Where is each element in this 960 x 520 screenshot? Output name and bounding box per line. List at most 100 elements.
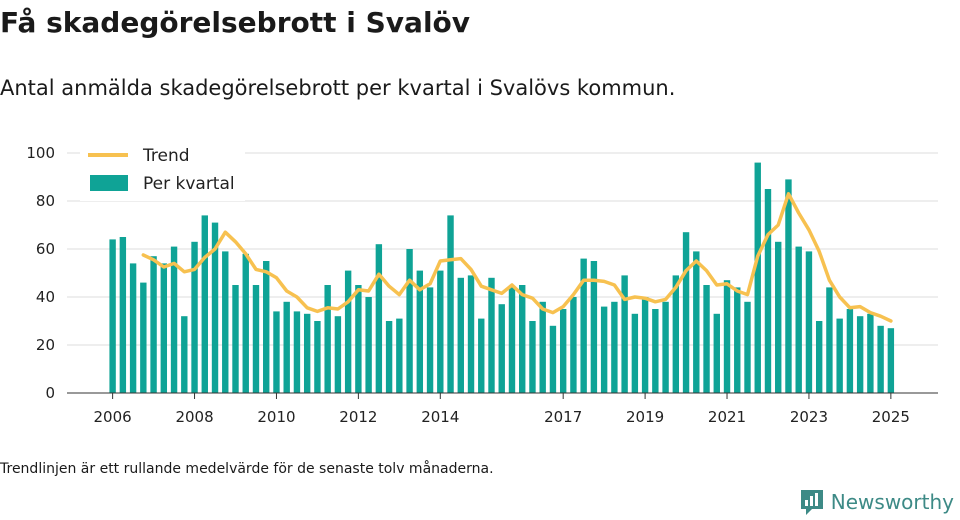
brand-name: Newsworthy	[830, 490, 954, 514]
bar	[457, 277, 464, 393]
bar	[867, 313, 874, 393]
bar	[406, 249, 413, 393]
bar	[365, 297, 372, 393]
bar	[539, 301, 546, 393]
bar	[754, 162, 761, 393]
bar	[437, 270, 444, 393]
bar	[498, 304, 505, 393]
bar	[621, 275, 628, 393]
bar	[887, 328, 895, 393]
bar	[559, 309, 567, 393]
bar	[396, 318, 403, 393]
x-tick-label: 2017	[544, 408, 582, 426]
bar	[467, 275, 475, 393]
x-axis: 2006 2008 2010 2012 2014 2017 2019 2021 2023 2025	[67, 392, 938, 426]
x-tick-label: 2025	[872, 408, 910, 426]
bar	[201, 215, 208, 393]
bar	[519, 285, 526, 393]
bar	[447, 215, 454, 393]
bar	[160, 263, 168, 393]
bar	[324, 285, 331, 393]
bar	[303, 313, 311, 393]
x-tick-label: 2014	[421, 408, 459, 426]
y-tick-label: 60	[36, 240, 55, 258]
legend: Trend Per kvartal	[80, 143, 245, 201]
bar	[846, 309, 854, 393]
bar	[242, 253, 249, 393]
bar	[600, 306, 608, 393]
y-axis-ticks: 0 20 40 60 80 100	[26, 144, 55, 402]
y-tick-label: 20	[36, 336, 55, 354]
bar	[508, 287, 516, 393]
bar	[580, 258, 587, 393]
legend-bar-swatch	[90, 175, 128, 191]
bar	[283, 301, 290, 393]
bar	[775, 241, 782, 393]
brand-logo[interactable]: Newsworthy	[799, 488, 954, 516]
bar	[416, 270, 424, 393]
bar	[785, 179, 792, 393]
bar	[263, 261, 270, 393]
y-tick-label: 0	[45, 384, 55, 402]
bar	[273, 311, 280, 393]
bar	[222, 251, 229, 393]
bar	[375, 244, 383, 393]
bar	[211, 222, 219, 393]
legend-bar-label: Per kvartal	[143, 174, 235, 194]
bar	[334, 316, 342, 393]
x-tick-label: 2019	[626, 408, 664, 426]
bar	[478, 318, 485, 393]
bar	[191, 241, 198, 393]
newsworthy-logo-icon	[800, 490, 823, 515]
bar	[344, 270, 352, 393]
legend-background	[80, 143, 245, 201]
bar	[129, 263, 137, 393]
bar	[877, 325, 884, 393]
bar	[672, 275, 680, 393]
trend-series	[141, 192, 893, 323]
bar	[713, 313, 720, 393]
bar	[682, 232, 690, 393]
bar	[734, 287, 741, 393]
bar	[815, 321, 823, 393]
bar	[170, 246, 178, 393]
bar	[293, 311, 301, 393]
bar	[549, 325, 557, 393]
x-tick-label: 2010	[257, 408, 295, 426]
bar	[723, 280, 731, 393]
bar	[652, 309, 659, 393]
x-tick-label: 2006	[94, 408, 132, 426]
bar-series	[109, 162, 895, 393]
bar	[529, 321, 536, 393]
bar	[355, 285, 362, 393]
chart-subtitle: Antal anmälda skadegörelsebrott per kvar…	[0, 76, 676, 100]
bar	[426, 287, 434, 393]
x-tick-label: 2023	[790, 408, 828, 426]
bar	[252, 285, 260, 393]
bar	[641, 297, 649, 393]
x-tick-label: 2008	[175, 408, 213, 426]
bar	[795, 246, 802, 393]
chart-title: Få skadegörelsebrott i Svalöv	[0, 6, 471, 39]
bar	[181, 316, 188, 393]
bar	[385, 321, 393, 393]
bar	[590, 261, 598, 393]
y-tick-label: 100	[26, 144, 55, 162]
bar	[488, 277, 495, 393]
bar	[631, 313, 639, 393]
bar	[314, 321, 321, 393]
bar	[119, 237, 127, 393]
bar	[836, 318, 843, 393]
bar	[150, 256, 157, 393]
bar	[140, 282, 147, 393]
x-tick-label: 2021	[708, 408, 746, 426]
footnote: Trendlinjen är ett rullande medelvärde f…	[0, 461, 494, 477]
chart: 0 20 40 60 80 100 2006 2008 2010 2012 2014 2017 201…	[26, 143, 938, 426]
bar	[856, 316, 864, 393]
bar	[693, 251, 700, 393]
bar	[662, 301, 669, 393]
bar	[109, 239, 116, 393]
bar	[764, 189, 772, 393]
bar	[232, 285, 239, 393]
bar	[805, 251, 813, 393]
